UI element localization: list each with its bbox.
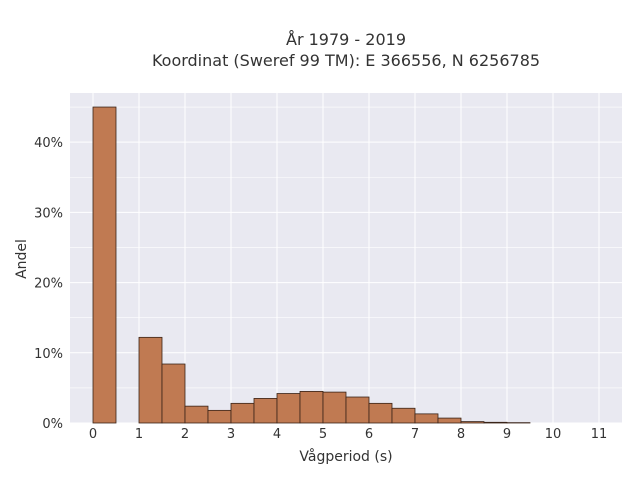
y-tick-label: 10% [34,347,63,362]
y-tick-label: 40% [34,136,63,151]
x-tick-label: 0 [89,427,97,442]
x-tick-label: 5 [319,427,327,442]
y-axis-ticks: 0% 10% 20% 30% 40% [34,136,63,432]
x-tick-label: 11 [591,427,608,442]
histogram-bar [437,417,462,424]
histogram-bar [483,421,508,424]
histogram-bar [230,402,255,424]
x-tick-label: 1 [135,427,143,442]
x-axis-ticks: 0 1 2 3 4 5 6 7 8 9 10 11 [89,427,607,442]
grid [70,93,622,424]
histogram-bar [345,396,370,424]
histogram-bar [276,393,301,424]
x-tick-label: 10 [545,427,562,442]
x-tick-label: 4 [273,427,281,442]
x-tick-label: 9 [503,427,511,442]
x-tick-label: 3 [227,427,235,442]
x-axis-label: Vågperiod (s) [299,448,392,465]
histogram-bar [391,407,416,424]
histogram-bar [161,363,186,424]
histogram-bar [322,391,347,424]
chart-title-line-2: Koordinat (Sweref 99 TM): E 366556, N 62… [152,51,540,70]
x-tick-label: 7 [411,427,419,442]
y-tick-label: 0% [42,417,63,432]
histogram-bar [253,398,278,424]
x-tick-label: 2 [181,427,189,442]
y-tick-label: 20% [34,277,63,292]
histogram-bar [184,405,209,424]
histogram-bar [460,421,485,424]
y-tick-label: 30% [34,206,63,221]
histogram-bar [207,409,232,424]
x-tick-label: 8 [457,427,465,442]
y-axis-label: Andel [14,239,30,279]
histogram-bar [368,402,393,424]
bars [92,106,531,424]
histogram-bar [138,336,163,424]
histogram-bar [92,106,117,424]
histogram-bar [414,413,439,424]
x-tick-label: 6 [365,427,373,442]
histogram-bar [299,391,324,424]
chart-title-line-1: År 1979 - 2019 [286,30,406,49]
